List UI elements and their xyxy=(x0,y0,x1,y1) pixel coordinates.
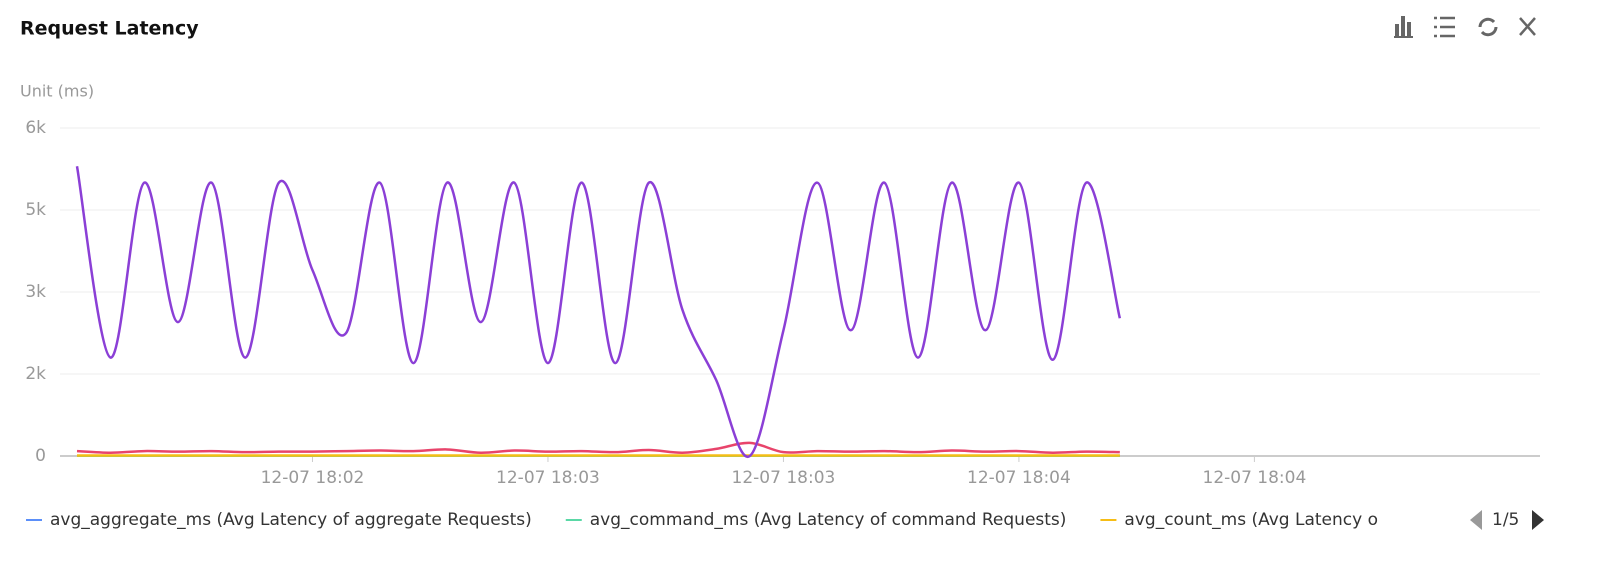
series-line xyxy=(75,166,1122,458)
chart-type-icon[interactable] xyxy=(1394,16,1413,38)
legend-page: 1/5 xyxy=(1492,510,1519,530)
series-line xyxy=(76,441,1120,454)
y-tick-label: 3k xyxy=(25,282,46,302)
close-icon[interactable] xyxy=(1519,17,1536,36)
refresh-icon[interactable] xyxy=(1478,17,1498,37)
y-tick-label: 2k xyxy=(25,364,46,384)
list-icon[interactable] xyxy=(1434,16,1455,38)
legend-label: avg_command_ms (Avg Latency of command R… xyxy=(590,510,1067,530)
x-tick-label: 12-07 18:04 xyxy=(967,468,1071,488)
y-axis-label: Unit (ms) xyxy=(20,82,94,101)
y-tick-label: 6k xyxy=(25,118,46,138)
legend-label: avg_count_ms (Avg Latency o xyxy=(1124,510,1378,530)
chart-title: Request Latency xyxy=(20,18,199,40)
x-tick-label: 12-07 18:03 xyxy=(496,468,600,488)
x-tick-label: 12-07 18:04 xyxy=(1203,468,1307,488)
y-tick-label: 5k xyxy=(25,200,46,220)
x-tick-label: 12-07 18:02 xyxy=(261,468,365,488)
x-tick-label: 12-07 18:03 xyxy=(732,468,836,488)
y-tick-label: 0 xyxy=(35,446,46,466)
legend-prev[interactable] xyxy=(1470,510,1482,530)
legend-label: avg_aggregate_ms (Avg Latency of aggrega… xyxy=(50,510,532,530)
legend-next[interactable] xyxy=(1532,510,1544,530)
toolbar xyxy=(1394,16,1536,38)
